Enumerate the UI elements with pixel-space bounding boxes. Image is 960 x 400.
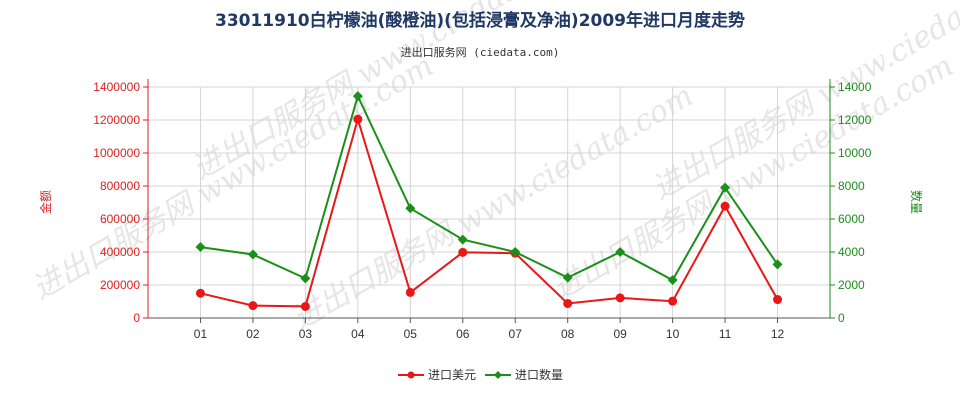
x-tick-label: 03 <box>299 327 313 341</box>
x-tick-label: 12 <box>771 327 785 341</box>
left-tick-label: 0 <box>133 311 140 325</box>
x-tick-label: 10 <box>666 327 680 341</box>
data-point <box>667 275 678 286</box>
chart-subtitle: 进出口服务网 (ciedata.com) <box>401 45 560 59</box>
left-tick-label: 800000 <box>100 179 140 193</box>
right-tick-label: 4000 <box>838 245 865 259</box>
data-point <box>352 91 363 102</box>
data-point <box>458 247 468 257</box>
chart-title: 33011910白柠檬油(酸橙油)(包括浸膏及净油)2009年进口月度走势 <box>215 10 745 31</box>
data-point <box>405 287 415 297</box>
x-tick-label: 09 <box>613 327 627 341</box>
data-point <box>405 203 416 214</box>
right-tick-label: 10000 <box>838 146 872 160</box>
left-tick-label: 1200000 <box>93 113 140 127</box>
left-tick-label: 400000 <box>100 245 140 259</box>
legend: 进口美元 进口数量 <box>398 367 563 382</box>
data-point <box>300 273 311 284</box>
legend-label: 进口数量 <box>515 367 563 382</box>
data-point <box>720 182 731 193</box>
series-2 <box>195 91 783 286</box>
left-axis-label: 金额 <box>38 190 53 214</box>
right-axis-ticks: 0 2000 4000 6000 8000 10000 12000 14000 <box>830 80 872 325</box>
x-tick-label: 08 <box>561 327 575 341</box>
data-point <box>615 293 625 303</box>
data-point <box>353 114 363 124</box>
data-point <box>668 296 678 306</box>
data-point <box>562 272 573 283</box>
right-tick-label: 12000 <box>838 113 872 127</box>
right-tick-label: 0 <box>838 311 845 325</box>
x-axis-ticks: 01 02 03 04 05 06 07 08 09 10 11 12 <box>194 318 785 341</box>
left-tick-label: 1000000 <box>93 146 140 160</box>
data-point <box>615 247 626 257</box>
data-point <box>195 242 206 253</box>
data-point <box>773 295 783 305</box>
right-tick-label: 14000 <box>838 80 872 94</box>
legend-marker <box>494 371 502 379</box>
left-axis-ticks: 0 200000 400000 600000 800000 1000000 1200000 1… <box>93 80 148 325</box>
axes <box>147 79 831 319</box>
right-tick-label: 2000 <box>838 278 865 292</box>
data-point <box>195 288 205 298</box>
x-tick-label: 05 <box>404 327 418 341</box>
series-line <box>200 115 779 308</box>
data-point <box>457 234 468 245</box>
x-tick-label: 02 <box>246 327 260 341</box>
data-point <box>510 247 521 257</box>
right-tick-label: 8000 <box>838 179 865 193</box>
series-line <box>200 93 779 282</box>
left-tick-label: 1400000 <box>93 80 140 94</box>
legend-label: 进口美元 <box>428 368 476 382</box>
series-layer <box>195 91 783 311</box>
x-tick-label: 07 <box>509 327 523 341</box>
data-point <box>248 301 258 311</box>
data-point <box>720 201 730 211</box>
x-tick-label: 11 <box>719 327 732 341</box>
x-tick-label: 01 <box>194 327 208 341</box>
left-tick-label: 200000 <box>100 278 140 292</box>
x-tick-label: 04 <box>351 327 365 341</box>
right-tick-label: 6000 <box>838 212 865 226</box>
data-point <box>247 249 258 260</box>
left-tick-label: 600000 <box>100 212 140 226</box>
x-tick-label: 06 <box>456 327 470 341</box>
data-point <box>772 259 783 270</box>
data-point <box>300 301 310 311</box>
data-point <box>563 298 573 308</box>
right-axis-label: 数量 <box>909 190 924 214</box>
legend-marker <box>407 371 415 379</box>
